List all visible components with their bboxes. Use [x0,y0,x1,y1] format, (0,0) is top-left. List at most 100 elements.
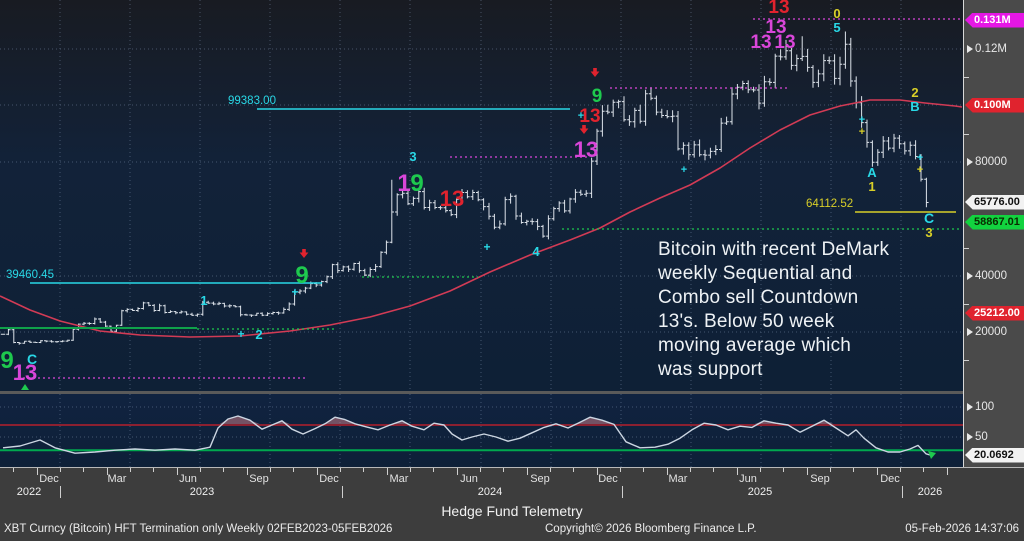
chart-label: 13 [13,360,37,385]
time-axis-tick [666,468,668,475]
time-axis-tick [223,468,225,472]
time-axis-tick [340,468,341,472]
month-label: Mar [389,473,409,485]
chart-label: 13 [579,106,600,127]
axis-tick-arrow-icon [967,328,973,336]
year-separator [902,486,903,498]
price-axis-label: 20000 [967,325,1007,339]
year-separator [342,486,343,498]
axis-tick-arrow-icon [967,158,973,166]
chart-label: 9 [410,170,423,197]
chart-label: 9 [295,262,308,289]
time-axis-tick [876,468,878,475]
year-label: 2022 [16,486,42,498]
month-label: Dec [319,473,339,485]
time-axis-tick [130,468,131,472]
month-label: Dec [880,473,900,485]
oscillator-end-marker-icon [928,451,936,459]
year-label: 2025 [747,486,773,498]
chart-label: 13 [574,137,598,162]
status-bar: XBT Curncy (Bitcoin) HFT Termination onl… [0,523,1024,539]
time-axis-tick [899,468,901,472]
moving-average-line [0,99,963,338]
month-label: Jun [179,473,197,485]
chart-label: 99383.00 [228,95,276,107]
time-axis-tick [643,468,645,472]
time-axis-tick [690,468,691,472]
time-axis-tick [386,468,388,475]
buy-arrow-icon [21,384,29,390]
panel-divider[interactable] [0,391,1024,394]
time-axis-tick [573,468,575,472]
annotation-line: moving average which [658,335,852,356]
chart-label: 13 [750,32,771,53]
annotation-line: Combo sell Countdown [658,287,859,308]
annotation-line: was support [658,359,763,380]
month-label: Mar [668,473,688,485]
chart-label: + [859,114,865,126]
time-axis-tick [246,468,248,475]
time-axis-tick [410,468,411,472]
axis-tick-arrow-icon [967,272,973,280]
time-axis-tick [806,468,808,475]
overbought-fill [3,416,930,425]
time-axis-tick [830,468,831,472]
time-axis-tick [783,468,785,472]
year-label: 2024 [477,486,503,498]
watermark-text: Hedge Fund Telemetry [441,503,583,519]
time-axis-tick [433,468,435,472]
time-axis[interactable]: Dec Mar Jun Sep Dec Mar Jun Sep Dec Mar Jun Sep Dec 2… [0,467,1024,501]
annotation-line: Bitcoin with recent DeMark [658,239,890,260]
time-axis-tick [923,468,925,472]
oscillator-panel[interactable] [0,394,963,467]
price-axis-label: 50 [967,430,988,444]
axis-tick-arrow-icon [967,433,973,441]
sell-arrow-icon [299,249,309,258]
copyright-text: Copyright© 2026 Bloomberg Finance L.P. [545,523,757,535]
time-axis-tick [13,468,15,472]
oscillator-line [2,415,931,456]
price-badge: 0.131M [965,12,1024,28]
time-axis-tick [293,468,295,472]
month-label: Jun [739,473,757,485]
sell-arrow-icon [579,125,589,134]
chart-label: 1 [200,293,207,308]
price-axis-label: 80000 [967,155,1007,169]
time-axis-tick [620,468,621,472]
month-label: Dec [39,473,59,485]
month-label: Sep [249,473,269,485]
price-axis-label: 40000 [967,269,1007,283]
axis-tick [964,304,969,305]
price-badge: 0.100M [965,97,1024,113]
timestamp: 05-Feb-2026 14:37:06 [905,523,1019,535]
chart-label: 4 [532,244,540,259]
chart-label: 9 [592,86,603,107]
chart-label: + [483,240,490,254]
price-badge: 25212.00 [965,305,1024,321]
analyst-annotation: Bitcoin with recent DeMark weekly Sequent… [658,238,923,382]
price-chart-panel[interactable]: 99383.00 39460.45 64112.52 9 9 13 C 1 +2 +3 1 9 13 +4… [0,0,963,391]
chart-label: C [27,351,37,367]
annotation-line: 13's. Below 50 week [658,311,835,332]
chart-label: 3 [925,225,932,240]
axis-tick-arrow-icon [967,45,973,53]
chart-label: + [291,285,298,299]
time-axis-tick [736,468,738,475]
time-axis-tick [106,468,108,475]
chart-label: 13 [440,186,464,211]
chart-label: 0 [833,6,840,21]
month-label: Jun [460,473,478,485]
year-label: 2023 [189,486,215,498]
time-axis-tick [36,468,38,475]
time-axis-tick [503,468,505,472]
time-axis-tick [713,468,715,472]
price-badge: 65776.00 [965,194,1024,210]
chart-label: 64112.52 [806,198,853,210]
price-axis[interactable]: 0.12M 80000 40000 20000 100 50 0.131M 0.100M 657… [963,0,1024,467]
chart-label: + [681,164,687,176]
axis-tick [964,77,969,78]
chart-label: 13 [774,32,795,53]
time-axis-tick [363,468,365,472]
